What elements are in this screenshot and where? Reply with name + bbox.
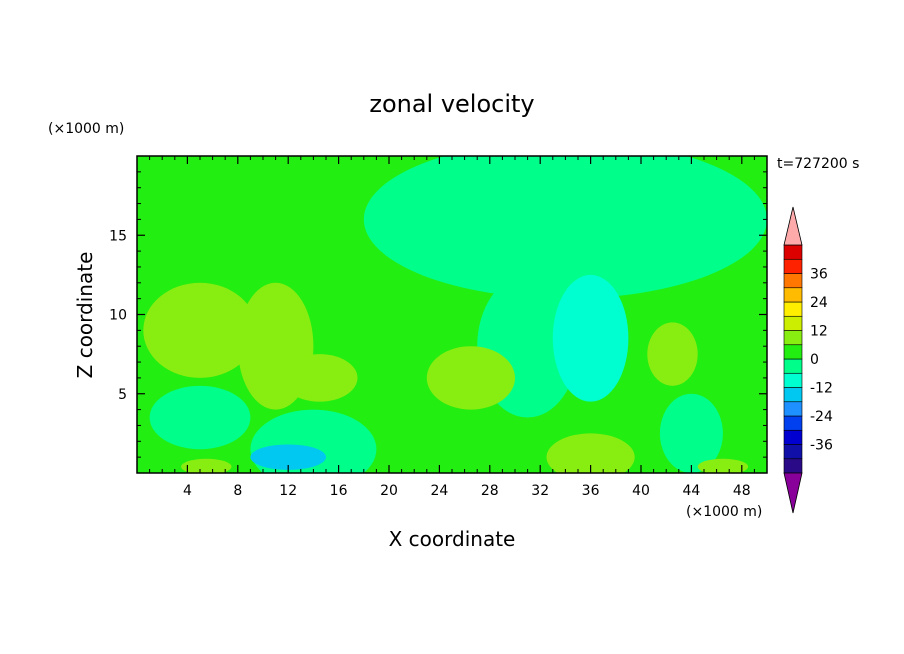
colorbar-tick-label: -36 (810, 438, 833, 454)
y-tick-label: 15 (109, 228, 127, 244)
colorbar-segment (783, 444, 803, 460)
colorbar-segment (783, 401, 803, 417)
colorbar-tick-label: -24 (810, 409, 833, 425)
x-tick-label: 8 (233, 483, 242, 499)
colorbar-tick-label: 36 (810, 267, 828, 283)
colorbar-segment (783, 315, 803, 331)
colorbar-segment (783, 458, 803, 474)
colorbar-segment (783, 258, 803, 274)
x-unit-label: (×1000 m) (686, 504, 762, 520)
field-contour-region-13 (546, 433, 635, 473)
colorbar-tick-label: -12 (810, 381, 833, 397)
x-tick-label: 44 (682, 483, 700, 499)
y-axis-label: Z coordinate (73, 252, 97, 379)
field-contour-region-3 (552, 274, 629, 402)
colorbar-segment (783, 387, 803, 403)
colorbar-segment (783, 287, 803, 303)
field-contour-region-4 (143, 282, 257, 378)
x-tick-label: 40 (632, 483, 650, 499)
field-contour-region-12 (659, 393, 723, 473)
colorbar: -36 -24 -12 0 12 24 36 (783, 206, 833, 514)
colorbar-segment (783, 358, 803, 374)
field-contour-region-6 (281, 354, 358, 402)
field-contour-region-7 (426, 346, 515, 410)
x-tick-label: 24 (430, 483, 448, 499)
colorbar-tick-label: 12 (810, 324, 828, 340)
x-tick-label: 16 (330, 483, 348, 499)
x-tick-label: 12 (279, 483, 297, 499)
colorbar-segment (783, 244, 803, 260)
colorbar-over-triangle (783, 206, 803, 246)
colorbar-under-triangle (783, 472, 803, 514)
colorbar-segment (783, 429, 803, 445)
colorbar-segment (783, 301, 803, 317)
x-tick-label: 48 (733, 483, 751, 499)
field-contour-region-1 (363, 156, 767, 299)
x-tick-label: 28 (481, 483, 499, 499)
y-unit-label: (×1000 m) (48, 121, 124, 137)
colorbar-segment (783, 372, 803, 388)
x-tick-label: 36 (582, 483, 600, 499)
colorbar-segment (783, 344, 803, 360)
y-tick-label: 10 (109, 308, 127, 324)
field-contour-region-9 (149, 385, 251, 450)
x-tick-label: 4 (183, 483, 192, 499)
y-tick-label: 5 (118, 387, 127, 403)
field-contour-region-8 (647, 322, 698, 386)
colorbar-segment (783, 415, 803, 431)
x-tick-label: 20 (380, 483, 398, 499)
chart-title: zonal velocity (369, 90, 534, 118)
colorbar-tick-label: 24 (810, 295, 828, 311)
colorbar-segment (783, 330, 803, 346)
time-label: t=727200 s (777, 156, 859, 172)
x-tick-label: 32 (531, 483, 549, 499)
x-axis-label: X coordinate (389, 527, 516, 551)
colorbar-segment (783, 273, 803, 289)
field-contour-region-15 (697, 458, 749, 473)
field-contour-region-11 (250, 444, 326, 470)
colorbar-tick-label: 0 (810, 352, 819, 368)
field-contour-region-14 (181, 458, 232, 473)
velocity-field (137, 156, 767, 473)
